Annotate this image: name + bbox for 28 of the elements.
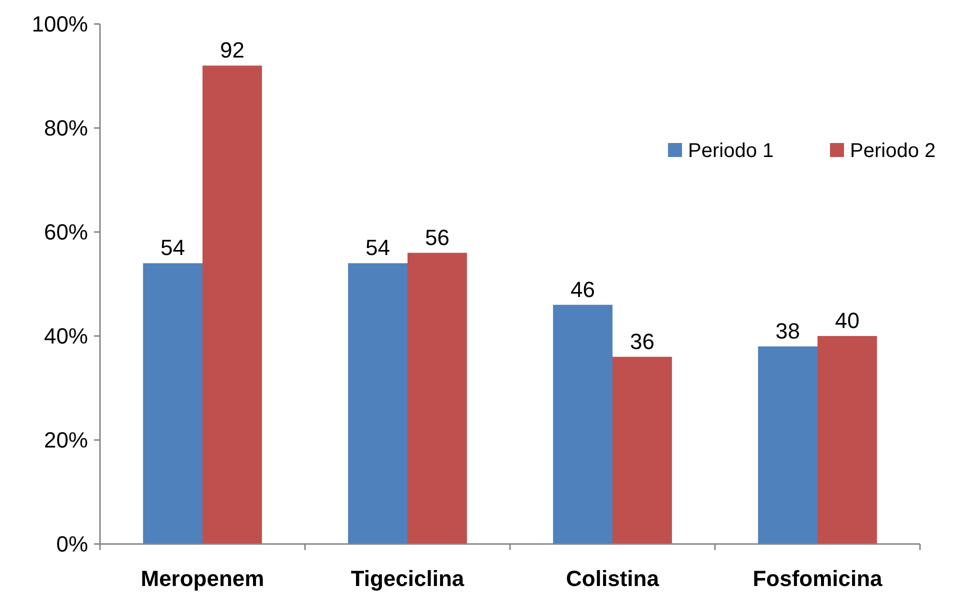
data-label: 40	[834, 308, 860, 333]
x-tick-label: Fosfomicina	[752, 566, 884, 591]
y-tick-label: 80%	[44, 116, 88, 141]
bar	[612, 356, 672, 544]
y-tick-label: 60%	[44, 220, 88, 245]
bar	[143, 263, 202, 544]
bar	[348, 263, 408, 544]
x-tick-label: Colistina	[566, 566, 660, 591]
data-label: 54	[160, 235, 186, 260]
bar	[202, 66, 262, 544]
data-label: 92	[220, 38, 244, 63]
legend-label: Periodo 1	[688, 140, 774, 162]
y-tick-label: 40%	[44, 324, 88, 349]
x-tick-label: Tigeciclina	[350, 566, 465, 591]
bar	[758, 346, 818, 544]
data-label: 38	[776, 318, 800, 344]
bar	[553, 304, 612, 544]
data-label: 54	[366, 235, 390, 260]
data-label: 46	[570, 276, 596, 302]
bar	[408, 252, 467, 544]
y-tick-label: 100%	[32, 12, 88, 37]
legend-label: Periodo 2	[850, 140, 936, 162]
y-tick-label: 0%	[56, 532, 88, 557]
bar	[818, 336, 877, 544]
y-tick-label: 20%	[44, 428, 88, 453]
data-label: 36	[630, 328, 654, 354]
x-tick-label: Meropenem	[140, 566, 264, 591]
data-label: 56	[424, 224, 450, 250]
